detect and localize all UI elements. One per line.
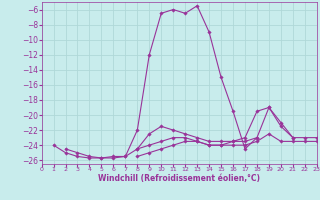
X-axis label: Windchill (Refroidissement éolien,°C): Windchill (Refroidissement éolien,°C) <box>98 174 260 183</box>
